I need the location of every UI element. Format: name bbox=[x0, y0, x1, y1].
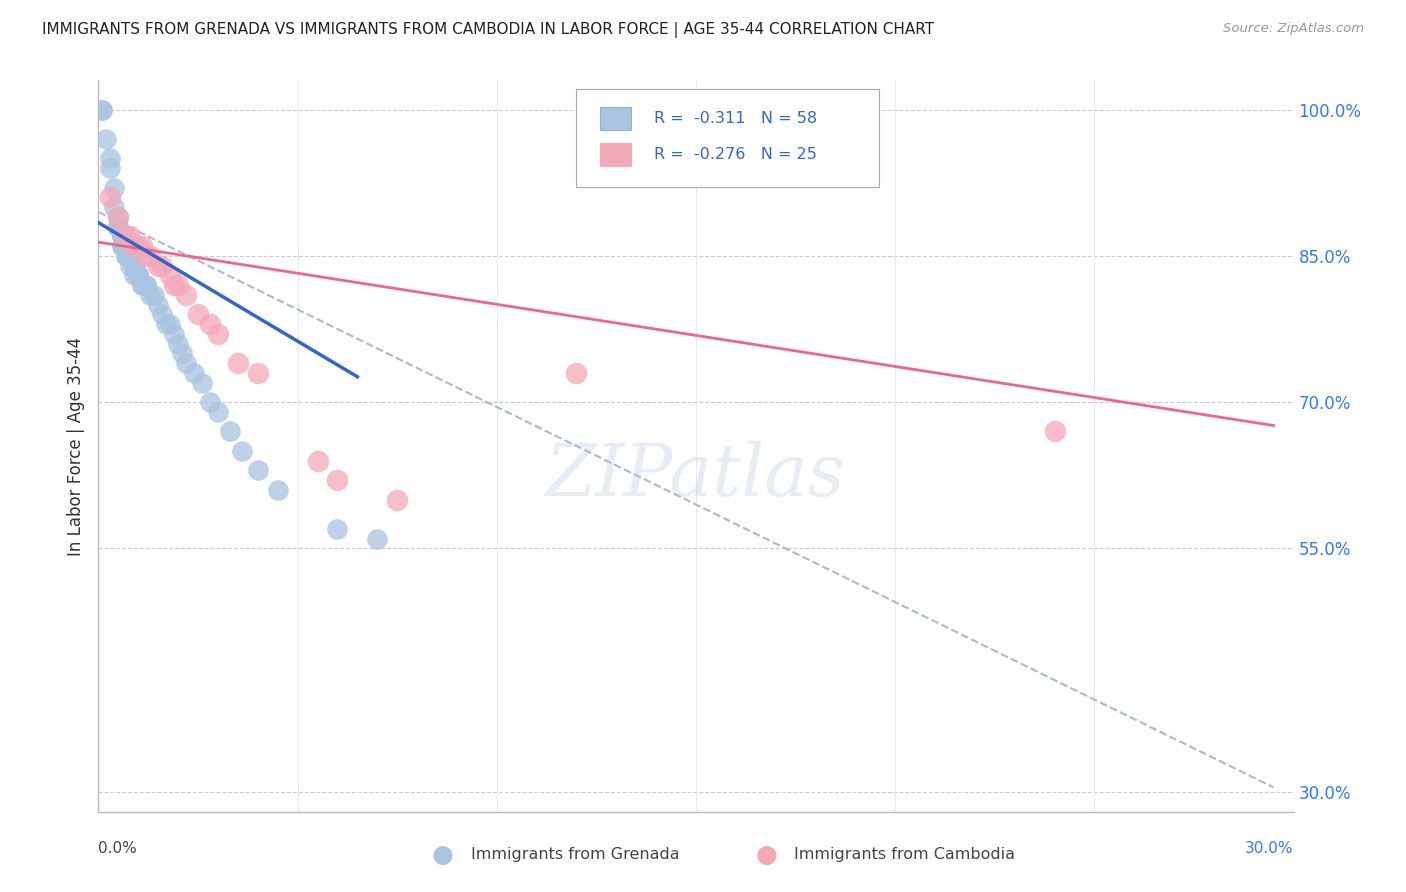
Point bbox=[163, 326, 186, 341]
Point bbox=[174, 288, 197, 302]
Point bbox=[139, 249, 162, 263]
Point bbox=[115, 229, 138, 244]
Point bbox=[155, 317, 177, 331]
Point bbox=[115, 239, 138, 253]
Point bbox=[135, 278, 157, 293]
Point bbox=[98, 190, 122, 204]
Point bbox=[115, 239, 138, 253]
Text: IMMIGRANTS FROM GRENADA VS IMMIGRANTS FROM CAMBODIA IN LABOR FORCE | AGE 35-44 C: IMMIGRANTS FROM GRENADA VS IMMIGRANTS FR… bbox=[42, 22, 935, 38]
Point bbox=[139, 288, 162, 302]
Point bbox=[103, 180, 125, 194]
Text: R =  -0.311   N = 58: R = -0.311 N = 58 bbox=[654, 112, 817, 126]
Point bbox=[231, 443, 253, 458]
Point bbox=[111, 229, 134, 244]
Point bbox=[326, 473, 349, 487]
Point bbox=[326, 522, 349, 536]
Point bbox=[167, 336, 190, 351]
Point bbox=[115, 249, 138, 263]
Text: ZIPatlas: ZIPatlas bbox=[546, 440, 846, 510]
Point bbox=[565, 366, 588, 380]
Point bbox=[111, 229, 134, 244]
Point bbox=[98, 161, 122, 175]
Text: 30.0%: 30.0% bbox=[1246, 841, 1294, 856]
Point bbox=[127, 268, 149, 283]
Point bbox=[159, 317, 181, 331]
Text: ●: ● bbox=[755, 843, 778, 866]
Point bbox=[385, 492, 409, 507]
Point bbox=[107, 210, 129, 224]
Point bbox=[207, 405, 229, 419]
Point bbox=[115, 239, 138, 253]
Point bbox=[127, 268, 149, 283]
Point bbox=[172, 346, 194, 360]
Point bbox=[124, 259, 146, 273]
Point bbox=[307, 453, 329, 467]
Point bbox=[183, 366, 205, 380]
Point bbox=[111, 229, 134, 244]
Point bbox=[226, 356, 249, 370]
Point bbox=[107, 219, 129, 234]
Point bbox=[115, 239, 138, 253]
Point bbox=[91, 103, 114, 117]
Text: Immigrants from Cambodia: Immigrants from Cambodia bbox=[794, 847, 1015, 862]
Point bbox=[131, 239, 153, 253]
Point bbox=[98, 151, 122, 165]
Point bbox=[135, 278, 157, 293]
Point bbox=[120, 229, 142, 244]
Point bbox=[127, 239, 149, 253]
Point bbox=[111, 229, 134, 244]
Point bbox=[120, 259, 142, 273]
Point bbox=[124, 268, 146, 283]
Point bbox=[120, 249, 142, 263]
Point bbox=[107, 210, 129, 224]
Text: ●: ● bbox=[432, 843, 454, 866]
Text: Source: ZipAtlas.com: Source: ZipAtlas.com bbox=[1223, 22, 1364, 36]
Point bbox=[191, 376, 214, 390]
Point bbox=[107, 219, 129, 234]
Point bbox=[1043, 425, 1066, 439]
Point bbox=[148, 259, 170, 273]
Point bbox=[103, 200, 125, 214]
Point bbox=[207, 326, 229, 341]
Point bbox=[174, 356, 197, 370]
Point bbox=[131, 278, 153, 293]
Point bbox=[115, 239, 138, 253]
Point bbox=[267, 483, 290, 497]
Point bbox=[111, 239, 134, 253]
Point bbox=[91, 103, 114, 117]
Point bbox=[131, 278, 153, 293]
Point bbox=[150, 307, 173, 321]
Point bbox=[143, 288, 166, 302]
Point bbox=[135, 249, 157, 263]
Text: R =  -0.276   N = 25: R = -0.276 N = 25 bbox=[654, 147, 817, 161]
Point bbox=[150, 259, 173, 273]
Point bbox=[107, 219, 129, 234]
Text: Immigrants from Grenada: Immigrants from Grenada bbox=[471, 847, 679, 862]
Point bbox=[127, 268, 149, 283]
Point bbox=[366, 532, 388, 546]
Y-axis label: In Labor Force | Age 35-44: In Labor Force | Age 35-44 bbox=[66, 336, 84, 556]
Point bbox=[198, 395, 221, 409]
Point bbox=[198, 317, 221, 331]
Point bbox=[124, 239, 146, 253]
Point bbox=[148, 297, 170, 311]
Point bbox=[96, 132, 118, 146]
Point bbox=[167, 278, 190, 293]
Point bbox=[187, 307, 209, 321]
Point bbox=[163, 278, 186, 293]
Text: 0.0%: 0.0% bbox=[98, 841, 138, 856]
Point bbox=[115, 249, 138, 263]
Point bbox=[111, 239, 134, 253]
Point bbox=[120, 249, 142, 263]
Point bbox=[246, 463, 269, 477]
Point bbox=[246, 366, 269, 380]
Point bbox=[120, 249, 142, 263]
Point bbox=[219, 425, 242, 439]
Point bbox=[159, 268, 181, 283]
Point bbox=[124, 259, 146, 273]
